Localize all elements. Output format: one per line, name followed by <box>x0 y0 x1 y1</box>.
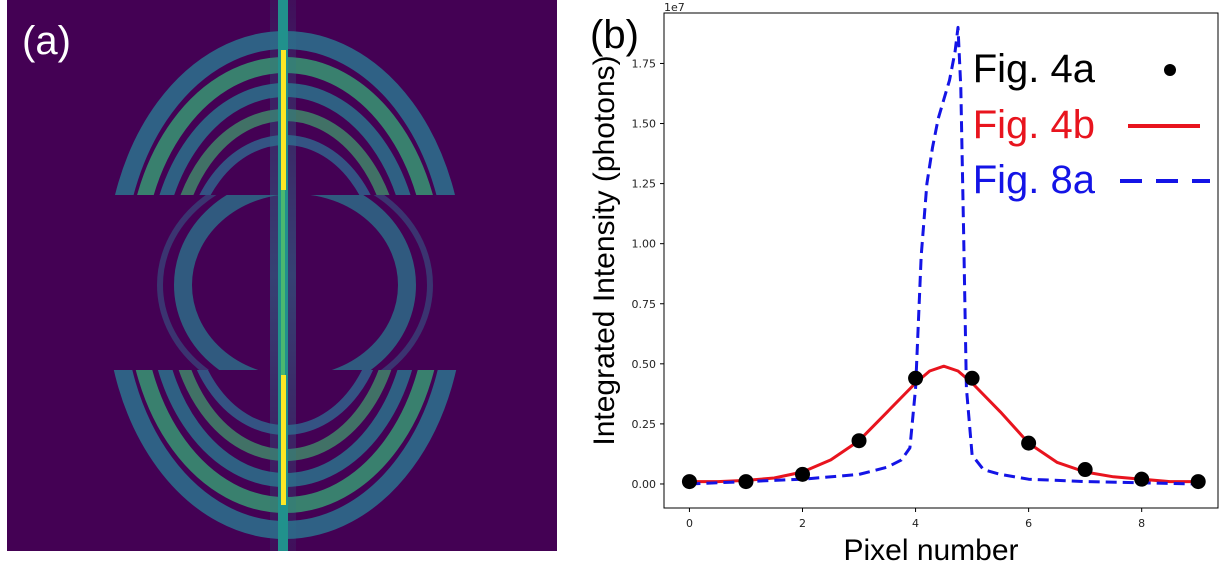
data-point-fig4a <box>795 466 810 482</box>
legend-fig4b-label: Fig. 4b <box>973 103 1095 147</box>
x-axis-title: Pixel number <box>843 534 1018 567</box>
plot-series-group <box>681 25 1206 490</box>
y-axis-title: Integrated Intensity (photons) <box>588 55 621 445</box>
y-multiplier-label: 1e7 <box>664 1 685 14</box>
x-tick-label: 8 <box>1138 517 1145 530</box>
series-line-fig4b <box>689 364 1199 484</box>
legend-fig4a-marker <box>1164 64 1176 76</box>
x-tick-label: 2 <box>799 517 806 530</box>
y-tick-label: 0.00 <box>632 478 657 491</box>
data-point-fig4a <box>1077 462 1093 478</box>
y-tick-label: 1.50 <box>632 118 657 131</box>
data-point-fig4a <box>1134 471 1150 487</box>
y-tick-label: 1.00 <box>632 238 657 251</box>
y-tick-label: 0.50 <box>632 358 657 371</box>
diffraction-image-panel: (a) <box>7 0 557 551</box>
plot-frame <box>663 12 1219 509</box>
y-tick-label: 1.75 <box>632 57 657 70</box>
x-tick-label: 4 <box>912 517 919 530</box>
series-line-fig8a <box>689 25 1199 486</box>
y-tick-label: 0.75 <box>632 298 657 311</box>
y-tick-label: 1.25 <box>632 178 657 191</box>
panel-b-label: (b) <box>590 13 639 57</box>
panel-a-label: (a) <box>22 19 71 63</box>
data-point-fig4a <box>1190 474 1206 490</box>
data-point-fig4a <box>1021 435 1037 451</box>
y-tick-label: 0.25 <box>632 418 657 431</box>
diffraction-rings <box>113 0 457 551</box>
legend-fig4a-label: Fig. 4a <box>973 47 1096 91</box>
x-tick-label: 0 <box>686 517 693 530</box>
data-point-fig4a <box>908 370 924 386</box>
data-point-fig4a <box>738 474 754 490</box>
data-point-fig4a <box>964 370 980 386</box>
legend-fig8a-label: Fig. 8a <box>973 158 1096 202</box>
x-tick-label: 6 <box>1025 517 1032 530</box>
data-point-fig4a <box>681 474 697 490</box>
data-point-fig4a <box>851 433 867 449</box>
